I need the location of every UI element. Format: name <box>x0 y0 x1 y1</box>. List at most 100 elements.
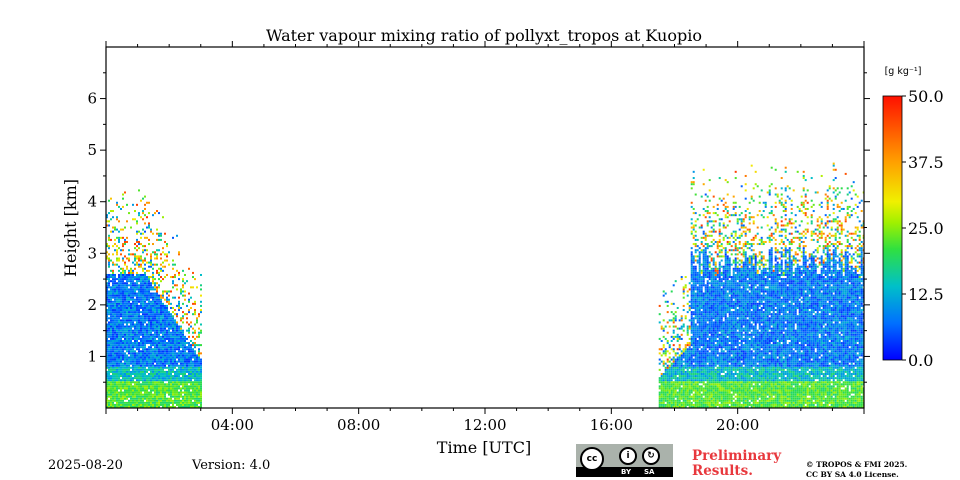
heatmap-cell <box>688 364 691 367</box>
heatmap-cell <box>138 372 140 375</box>
heatmap-cell <box>114 362 116 365</box>
heatmap-cell <box>192 381 194 384</box>
heatmap-cell <box>110 406 112 408</box>
heatmap-cell <box>154 372 156 375</box>
heatmap-cell <box>190 399 192 402</box>
heatmap-cell <box>136 366 138 369</box>
heatmap-cell <box>140 199 142 202</box>
heatmap-cell <box>702 379 705 382</box>
heatmap-cell <box>664 395 667 398</box>
heatmap-cell <box>118 300 120 303</box>
heatmap-cell <box>154 399 156 402</box>
heatmap-cell <box>716 280 719 283</box>
heatmap-cell <box>184 273 186 276</box>
heatmap-cell <box>146 387 148 390</box>
heatmap-cell <box>690 362 693 365</box>
heatmap-cell <box>712 331 715 334</box>
heatmap-cell <box>182 375 184 378</box>
heatmap-cell <box>712 327 715 330</box>
heatmap-cell <box>702 329 705 332</box>
heatmap-cell <box>182 366 184 369</box>
heatmap-cell <box>126 350 128 353</box>
heatmap-cell <box>694 238 697 241</box>
heatmap-cell <box>160 335 162 338</box>
heatmap-cell <box>118 346 120 349</box>
heatmap-cell <box>700 389 703 392</box>
heatmap-cell <box>718 372 721 375</box>
heatmap-cell <box>136 391 138 394</box>
heatmap-cell <box>198 372 200 375</box>
heatmap-cell <box>142 280 144 283</box>
heatmap-cell <box>136 397 138 400</box>
heatmap-cell <box>164 346 166 349</box>
heatmap-cell <box>726 383 729 386</box>
heatmap-cell <box>716 333 719 336</box>
heatmap-cell <box>712 282 715 285</box>
heatmap-cell <box>134 255 136 258</box>
heatmap-cell <box>116 311 118 314</box>
heatmap-cell <box>728 249 731 252</box>
heatmap-cell <box>110 230 112 233</box>
heatmap-cell <box>728 352 731 355</box>
heatmap-cell <box>694 313 697 316</box>
heatmap-cell <box>148 348 150 351</box>
heatmap-cell <box>696 346 699 349</box>
heatmap-cell <box>110 276 112 279</box>
heatmap-cell <box>700 271 703 274</box>
heatmap-cell <box>690 356 693 359</box>
heatmap-cell <box>178 364 180 367</box>
heatmap-cell <box>126 344 128 347</box>
heatmap-cell <box>694 220 697 223</box>
heatmap-cell <box>718 337 721 340</box>
heatmap-cell <box>160 401 162 404</box>
heatmap-cell <box>192 302 194 305</box>
heatmap-cell <box>714 302 717 305</box>
heatmap-cell <box>108 220 110 223</box>
heatmap-cell <box>112 245 114 248</box>
heatmap-cell <box>126 286 128 289</box>
heatmap-cell <box>708 329 711 332</box>
heatmap-cell <box>154 315 156 318</box>
heatmap-cell <box>712 399 715 402</box>
heatmap-cell <box>724 205 727 208</box>
heatmap-cell <box>692 339 695 342</box>
heatmap-cell <box>178 300 180 303</box>
heatmap-cell <box>156 288 158 291</box>
heatmap-cell <box>194 401 196 404</box>
heatmap-cell <box>160 368 162 371</box>
heatmap-cell <box>192 354 194 357</box>
heatmap-cell <box>194 309 196 312</box>
heatmap-cell <box>160 315 162 318</box>
heatmap-cell <box>146 280 148 283</box>
heatmap-cell <box>154 300 156 303</box>
heatmap-cell <box>118 366 120 369</box>
heatmap-cell <box>132 350 134 353</box>
heatmap-cell <box>188 342 190 345</box>
heatmap-cell <box>116 251 118 254</box>
heatmap-cell <box>160 375 162 378</box>
heatmap-cell <box>700 226 703 229</box>
heatmap-cell <box>706 377 709 380</box>
heatmap-cell <box>136 280 138 283</box>
heatmap-cell <box>726 325 729 328</box>
heatmap-cell <box>728 306 731 309</box>
heatmap-cell <box>152 395 154 398</box>
heatmap-cell <box>708 306 711 309</box>
heatmap-cell <box>688 358 691 361</box>
heatmap-cell <box>132 282 134 285</box>
heatmap-cell <box>702 207 705 210</box>
heatmap-cell <box>156 383 158 386</box>
heatmap-cell <box>700 311 703 314</box>
heatmap-cell <box>194 358 196 361</box>
heatmap-cell <box>666 379 669 382</box>
heatmap-cell <box>708 189 711 192</box>
heatmap-cell <box>702 342 705 345</box>
heatmap-cell <box>154 389 156 392</box>
heatmap-cell <box>122 296 124 299</box>
heatmap-cell <box>698 346 701 349</box>
heatmap-cell <box>714 383 717 386</box>
heatmap-cell <box>126 339 128 342</box>
heatmap-cell <box>118 294 120 297</box>
heatmap-cell <box>136 352 138 355</box>
heatmap-cell <box>716 253 719 256</box>
